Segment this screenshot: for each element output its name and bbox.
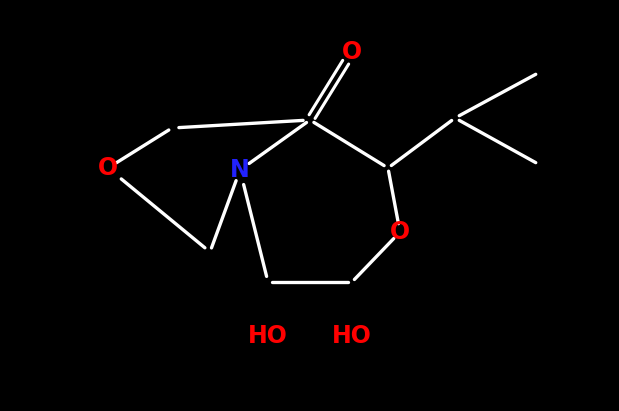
Text: O: O [98, 156, 118, 180]
Text: N: N [230, 158, 250, 182]
Text: HO: HO [248, 324, 288, 348]
Text: O: O [342, 40, 362, 64]
Text: HO: HO [332, 324, 372, 348]
Text: O: O [390, 220, 410, 244]
